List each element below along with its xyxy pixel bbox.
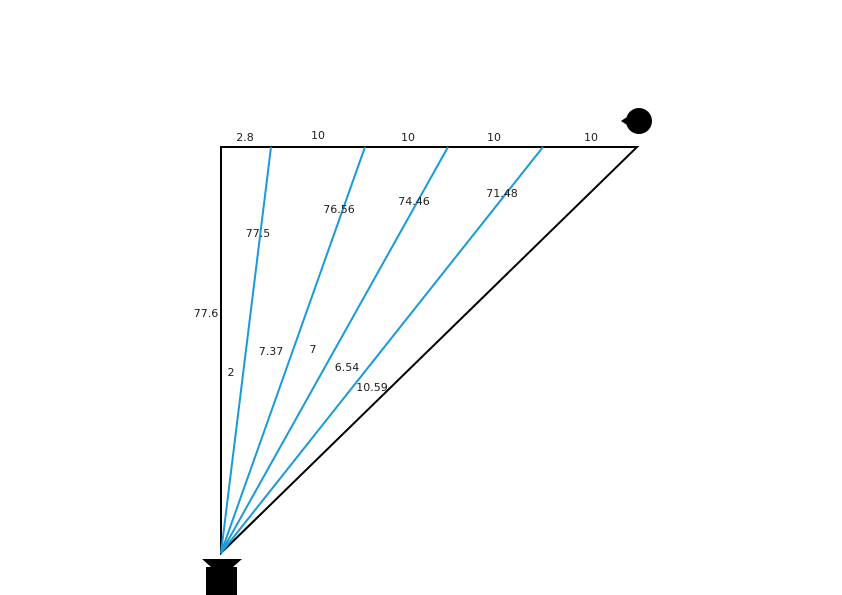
ray-length: 71.48 — [486, 187, 518, 200]
segment-label: 2.8 — [236, 131, 254, 144]
target-pointer — [621, 115, 630, 127]
source-icon — [206, 567, 237, 595]
triangle — [220, 146, 640, 556]
ray — [220, 146, 449, 554]
segment-label: 10 — [401, 131, 415, 144]
ray — [220, 146, 544, 554]
ray-length: 76.56 — [323, 203, 355, 216]
ray — [220, 146, 272, 554]
angle-label: 7.37 — [259, 345, 284, 358]
ray-length: 74.46 — [398, 195, 430, 208]
segment-label: 10 — [311, 129, 325, 142]
target-icon — [626, 108, 652, 134]
segment-label: 10 — [584, 131, 598, 144]
segment-label: 10 — [487, 131, 501, 144]
source-lens — [202, 559, 242, 567]
angle-label: 6.54 — [335, 361, 360, 374]
ray — [220, 146, 366, 554]
angle-label: 10.59 — [356, 381, 388, 394]
side-label: 77.6 — [194, 307, 219, 320]
angle-label: 2 — [228, 366, 235, 379]
angle-label: 7 — [310, 343, 317, 356]
ray-length: 77.5 — [246, 227, 271, 240]
